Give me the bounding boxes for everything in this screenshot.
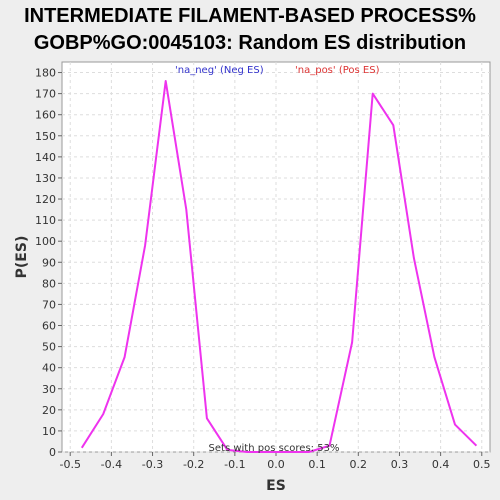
y-tick-label: 0 <box>49 446 56 459</box>
x-tick-label: 0.1 <box>308 458 326 471</box>
y-axis-ticks: 0 10 20 30 40 50 60 70 80 90 100 110 120 130 140 150 160… <box>35 67 62 459</box>
x-tick-label: 0.4 <box>432 458 450 471</box>
x-tick-label: 0.2 <box>350 458 368 471</box>
x-tick-label: 0.0 <box>267 458 285 471</box>
y-tick-label: 70 <box>42 298 56 311</box>
x-tick-label: 0.5 <box>473 458 491 471</box>
legend-neg-es: 'na_neg' (Neg ES) <box>175 65 264 76</box>
y-tick-label: 160 <box>35 109 56 122</box>
grid-lines <box>62 62 490 453</box>
y-tick-label: 110 <box>35 214 56 227</box>
x-axis-label: ES <box>266 478 286 494</box>
y-tick-label: 140 <box>35 151 56 164</box>
series-line-0 <box>80 80 478 453</box>
y-tick-label: 90 <box>42 256 56 269</box>
y-tick-label: 170 <box>35 88 56 101</box>
series-lines <box>80 80 478 453</box>
y-tick-label: 130 <box>35 172 56 185</box>
y-tick-label: 150 <box>35 130 56 143</box>
y-tick-label: 120 <box>35 193 56 206</box>
y-tick-label: 180 <box>35 67 56 80</box>
chart-title-line-1: INTERMEDIATE FILAMENT-BASED PROCESS% <box>24 5 476 27</box>
y-tick-label: 10 <box>42 425 56 438</box>
pos-scores-annotation: Sets with pos scores: 53% <box>209 443 340 454</box>
y-tick-label: 60 <box>42 320 56 333</box>
x-tick-label: 0.3 <box>391 458 409 471</box>
y-axis-label: P(ES) <box>14 236 30 279</box>
x-tick-label: -0.5 <box>59 458 80 471</box>
chart-title-line-2: GOBP%GO:0045103: Random ES distribution <box>34 32 466 54</box>
y-tick-label: 40 <box>42 362 56 375</box>
legend-pos-es: 'na_pos' (Pos ES) <box>295 65 380 76</box>
y-tick-label: 30 <box>42 383 56 396</box>
x-tick-label: -0.4 <box>101 458 122 471</box>
y-tick-label: 100 <box>35 235 56 248</box>
x-tick-label: -0.1 <box>224 458 245 471</box>
x-axis-ticks: -0.5 -0.4 -0.3 -0.2 -0.1 0.0 0.1 0.2 0.3 0.4 0.5 <box>59 452 491 471</box>
x-tick-label: -0.2 <box>183 458 204 471</box>
x-tick-label: -0.3 <box>142 458 163 471</box>
y-tick-label: 50 <box>42 341 56 354</box>
y-tick-label: 80 <box>42 277 56 290</box>
y-tick-label: 20 <box>42 404 56 417</box>
